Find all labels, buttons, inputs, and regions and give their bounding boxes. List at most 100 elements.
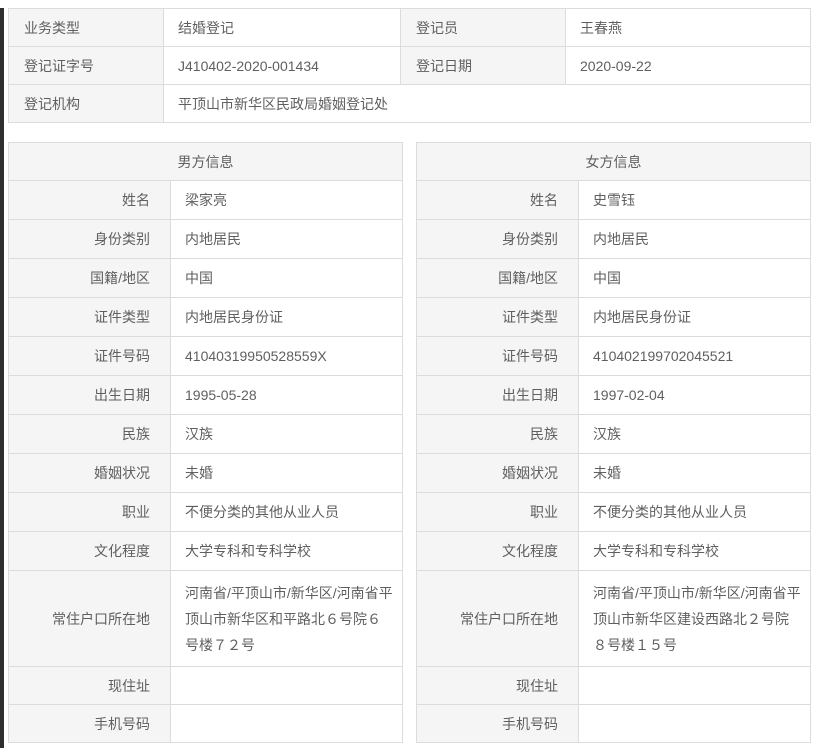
- table-row: 证件类型 内地居民身份证: [416, 297, 811, 337]
- table-row: 登记证字号 J410402-2020-001434 登记日期 2020-09-2…: [8, 46, 811, 85]
- row-value: 内地居民: [170, 219, 403, 259]
- row-value: 汉族: [578, 414, 811, 454]
- table-row: 现住址: [416, 666, 811, 705]
- row-label: 现住址: [8, 666, 171, 705]
- row-value: 结婚登记: [163, 8, 401, 47]
- table-row: 常住户口所在地 河南省/平顶山市/新华区/河南省平顶山市新华区建设西路北２号院８…: [416, 570, 811, 667]
- row-value: 内地居民身份证: [170, 297, 403, 337]
- row-label: 证件号码: [8, 336, 171, 376]
- table-row: 业务类型 结婚登记 登记员 王春燕: [8, 8, 811, 47]
- table-row: 婚姻状况 未婚: [416, 453, 811, 493]
- row-value: 内地居民身份证: [578, 297, 811, 337]
- table-header-row: 女方信息: [416, 142, 811, 181]
- female-info-table: 女方信息 姓名 史雪钰 身份类别 内地居民 国籍/地区 中国 证件类型 内地居民…: [416, 142, 811, 743]
- table-row: 民族 汉族: [8, 414, 403, 454]
- table-row: 登记机构 平顶山市新华区民政局婚姻登记处: [8, 84, 811, 123]
- row-label: 出生日期: [416, 375, 579, 415]
- row-value: [578, 666, 811, 705]
- table-row: 婚姻状况 未婚: [8, 453, 403, 493]
- table-row: 证件号码 41040319950528559X: [8, 336, 403, 376]
- row-value: 1997-02-04: [578, 375, 811, 415]
- row-value: 史雪钰: [578, 180, 811, 220]
- row-label: 业务类型: [8, 8, 164, 47]
- row-label: 姓名: [8, 180, 171, 220]
- row-value: [170, 666, 403, 705]
- row-value: [170, 704, 403, 743]
- person-info-section: 男方信息 姓名 梁家亮 身份类别 内地居民 国籍/地区 中国 证件类型 内地居民…: [8, 142, 811, 743]
- row-value: 中国: [578, 258, 811, 298]
- row-value: 不便分类的其他从业人员: [578, 492, 811, 532]
- row-value: 41040319950528559X: [170, 336, 403, 376]
- table-row: 文化程度 大学专科和专科学校: [8, 531, 403, 571]
- table-row: 证件号码 410402199702045521: [416, 336, 811, 376]
- row-label: 文化程度: [416, 531, 579, 571]
- table-row: 职业 不便分类的其他从业人员: [8, 492, 403, 532]
- table-row: 身份类别 内地居民: [416, 219, 811, 259]
- row-value: 2020-09-22: [565, 46, 811, 85]
- table-row: 身份类别 内地居民: [8, 219, 403, 259]
- row-label: 文化程度: [8, 531, 171, 571]
- row-label: 婚姻状况: [8, 453, 171, 493]
- row-value: 大学专科和专科学校: [170, 531, 403, 571]
- row-value: 内地居民: [578, 219, 811, 259]
- row-value: 平顶山市新华区民政局婚姻登记处: [163, 84, 811, 123]
- row-label: 证件号码: [416, 336, 579, 376]
- table-row: 民族 汉族: [416, 414, 811, 454]
- row-label: 国籍/地区: [8, 258, 171, 298]
- row-label: 证件类型: [416, 297, 579, 337]
- table-row: 现住址: [8, 666, 403, 705]
- table-row: 证件类型 内地居民身份证: [8, 297, 403, 337]
- table-row: 职业 不便分类的其他从业人员: [416, 492, 811, 532]
- row-label: 登记日期: [400, 46, 566, 85]
- row-value: 未婚: [170, 453, 403, 493]
- male-info-table: 男方信息 姓名 梁家亮 身份类别 内地居民 国籍/地区 中国 证件类型 内地居民…: [8, 142, 403, 743]
- row-label: 手机号码: [8, 704, 171, 743]
- row-label: 职业: [416, 492, 579, 532]
- row-label: 婚姻状况: [416, 453, 579, 493]
- row-value: 梁家亮: [170, 180, 403, 220]
- table-row: 手机号码: [8, 704, 403, 743]
- row-label: 身份类别: [416, 219, 579, 259]
- row-label: 姓名: [416, 180, 579, 220]
- table-row: 姓名 史雪钰: [416, 180, 811, 220]
- table-row: 国籍/地区 中国: [8, 258, 403, 298]
- table-row: 姓名 梁家亮: [8, 180, 403, 220]
- window-left-edge: [0, 8, 4, 748]
- row-label: 证件类型: [8, 297, 171, 337]
- table-row: 常住户口所在地 河南省/平顶山市/新华区/河南省平顶山市新华区和平路北６号院６号…: [8, 570, 403, 667]
- row-value: 1995-05-28: [170, 375, 403, 415]
- table-row: 国籍/地区 中国: [416, 258, 811, 298]
- female-info-panel: 女方信息 姓名 史雪钰 身份类别 内地居民 国籍/地区 中国 证件类型 内地居民…: [416, 142, 811, 743]
- row-label: 现住址: [416, 666, 579, 705]
- row-value: 不便分类的其他从业人员: [170, 492, 403, 532]
- row-label: 职业: [8, 492, 171, 532]
- male-info-panel: 男方信息 姓名 梁家亮 身份类别 内地居民 国籍/地区 中国 证件类型 内地居民…: [8, 142, 403, 743]
- row-label: 国籍/地区: [416, 258, 579, 298]
- row-value: 河南省/平顶山市/新华区/河南省平顶山市新华区建设西路北２号院８号楼１５号: [578, 570, 811, 667]
- registration-summary-table: 业务类型 结婚登记 登记员 王春燕 登记证字号 J410402-2020-001…: [8, 8, 811, 123]
- row-value: 大学专科和专科学校: [578, 531, 811, 571]
- row-label: 民族: [416, 414, 579, 454]
- row-label: 登记机构: [8, 84, 164, 123]
- table-row: 手机号码: [416, 704, 811, 743]
- row-value: 王春燕: [565, 8, 811, 47]
- row-value: J410402-2020-001434: [163, 46, 401, 85]
- row-label: 出生日期: [8, 375, 171, 415]
- row-value: 中国: [170, 258, 403, 298]
- female-info-title: 女方信息: [416, 142, 811, 181]
- row-value: 未婚: [578, 453, 811, 493]
- row-label: 登记员: [400, 8, 566, 47]
- row-label: 登记证字号: [8, 46, 164, 85]
- row-value: [578, 704, 811, 743]
- row-value: 410402199702045521: [578, 336, 811, 376]
- male-info-title: 男方信息: [8, 142, 403, 181]
- marriage-registration-record: 业务类型 结婚登记 登记员 王春燕 登记证字号 J410402-2020-001…: [8, 8, 811, 743]
- table-header-row: 男方信息: [8, 142, 403, 181]
- table-row: 出生日期 1995-05-28: [8, 375, 403, 415]
- table-row: 文化程度 大学专科和专科学校: [416, 531, 811, 571]
- row-label: 常住户口所在地: [416, 570, 579, 667]
- table-row: 出生日期 1997-02-04: [416, 375, 811, 415]
- row-label: 常住户口所在地: [8, 570, 171, 667]
- row-value: 汉族: [170, 414, 403, 454]
- row-label: 身份类别: [8, 219, 171, 259]
